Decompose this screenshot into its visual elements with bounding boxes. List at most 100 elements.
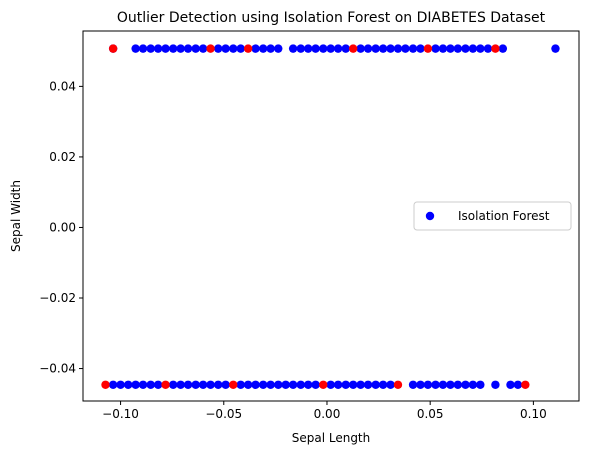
inlier-point — [288, 380, 298, 389]
ticks-layer: −0.10 −0.05 0.00 0.05 0.10 −0.04 −0.02 0.00 0.02… — [39, 79, 547, 421]
inlier-point — [461, 380, 470, 389]
inlier-point — [281, 380, 290, 389]
inlier-point — [191, 380, 200, 389]
inlier-point — [333, 380, 343, 389]
legend: Isolation Forest — [413, 201, 572, 231]
inlier-point — [213, 380, 223, 389]
inlier-point — [198, 44, 208, 53]
inlier-point — [408, 44, 418, 53]
y-tick-label: 0.04 — [49, 79, 76, 93]
outlier-point — [161, 380, 170, 389]
inlier-point — [453, 44, 463, 53]
inlier-point — [221, 380, 230, 389]
inlier-point — [251, 380, 260, 389]
y-tick-label: −0.04 — [39, 362, 76, 376]
inlier-point — [206, 380, 215, 389]
outlier-point — [101, 380, 110, 389]
inlier-point — [476, 44, 485, 53]
x-tick-label: −0.05 — [205, 407, 242, 421]
legend-box — [413, 201, 572, 231]
inlier-point — [258, 44, 268, 53]
inlier-point — [303, 380, 313, 389]
outlier-point — [229, 380, 238, 389]
inlier-point — [491, 380, 500, 389]
inlier-point — [326, 44, 335, 53]
y-tick-label: −0.02 — [39, 291, 76, 305]
inlier-point — [423, 380, 433, 389]
inlier-point — [446, 44, 455, 53]
inlier-point — [461, 44, 470, 53]
inlier-point — [183, 380, 193, 389]
outlier-point — [206, 44, 215, 53]
inlier-point — [326, 380, 335, 389]
inlier-point — [416, 44, 425, 53]
inlier-point — [393, 44, 403, 53]
inlier-point — [169, 44, 178, 53]
inlier-point — [386, 44, 395, 53]
inlier-point — [363, 380, 373, 389]
inlier-point — [221, 44, 230, 53]
inlier-point — [296, 380, 305, 389]
inlier-point — [183, 44, 193, 53]
inlier-point — [371, 380, 380, 389]
inlier-point — [513, 380, 523, 389]
inlier-point — [468, 44, 478, 53]
points-layer — [101, 44, 560, 389]
y-tick-label: 0.00 — [49, 220, 76, 234]
y-axis-label: Sepal Width — [9, 180, 23, 252]
inlier-point — [341, 380, 350, 389]
inlier-point — [348, 380, 358, 389]
inlier-point — [153, 380, 163, 389]
outlier-point — [393, 380, 403, 389]
inlier-point — [551, 44, 560, 53]
inlier-point — [258, 380, 268, 389]
inlier-point — [311, 380, 320, 389]
inlier-point — [438, 380, 448, 389]
inlier-point — [251, 44, 260, 53]
inlier-point — [341, 44, 350, 53]
inlier-point — [498, 44, 508, 53]
inlier-point — [198, 380, 208, 389]
inlier-point — [243, 380, 253, 389]
inlier-point — [213, 44, 223, 53]
inlier-point — [108, 380, 118, 389]
x-tick-label: 0.10 — [520, 407, 547, 421]
inlier-point — [161, 44, 170, 53]
inlier-point — [131, 380, 140, 389]
inlier-point — [153, 44, 163, 53]
inlier-point — [236, 380, 245, 389]
inlier-point — [378, 380, 388, 389]
inlier-point — [483, 44, 493, 53]
inlier-point — [288, 44, 298, 53]
inlier-point — [468, 380, 478, 389]
inlier-point — [311, 44, 320, 53]
outlier-point — [423, 44, 433, 53]
inlier-point — [236, 44, 245, 53]
inlier-point — [176, 44, 185, 53]
outlier-point — [108, 44, 118, 53]
outlier-point — [243, 44, 253, 53]
chart-title: Outlier Detection using Isolation Forest… — [117, 10, 546, 26]
inlier-point — [438, 44, 448, 53]
legend-entry-label: Isolation Forest — [458, 209, 550, 223]
inlier-point — [363, 44, 373, 53]
inlier-point — [303, 44, 313, 53]
outlier-point — [319, 380, 328, 389]
inlier-point — [356, 44, 365, 53]
inlier-point — [408, 380, 418, 389]
y-tick-label: 0.02 — [49, 150, 76, 164]
inlier-point — [124, 380, 133, 389]
inlier-point — [116, 380, 125, 389]
inlier-point — [131, 44, 140, 53]
outlier-point — [348, 44, 358, 53]
inlier-point — [378, 44, 388, 53]
inlier-point — [191, 44, 200, 53]
x-tick-label: 0.00 — [314, 407, 341, 421]
inlier-point — [333, 44, 343, 53]
inlier-point — [446, 380, 455, 389]
inlier-point — [506, 380, 515, 389]
inlier-point — [431, 44, 440, 53]
inlier-point — [416, 380, 425, 389]
